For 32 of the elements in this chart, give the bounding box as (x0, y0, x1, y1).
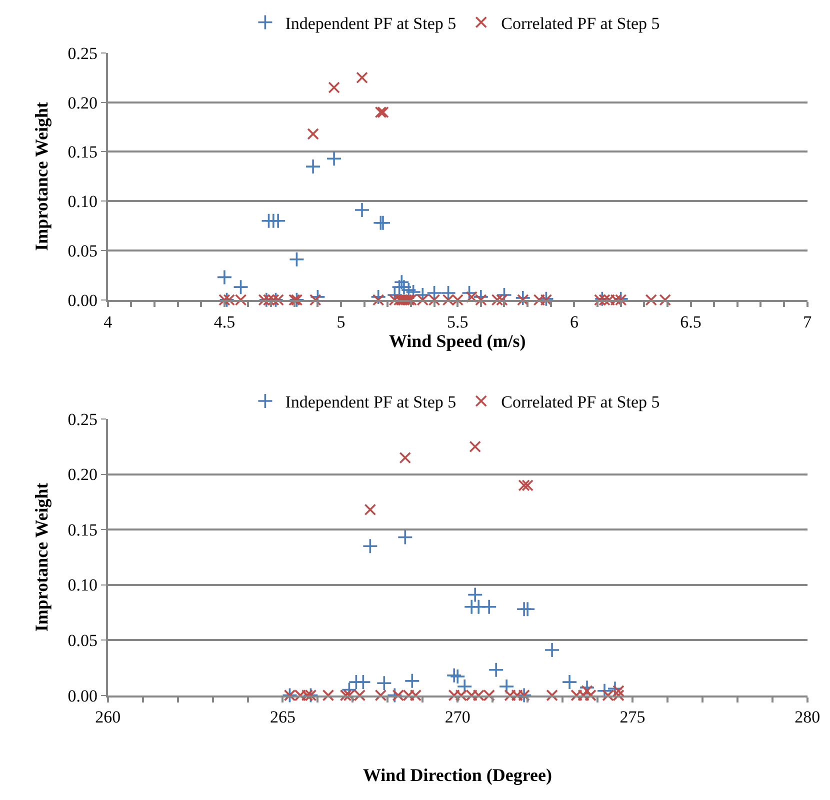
x-tick-label: 5.5 (446, 312, 468, 332)
y-tick-label: 0.10 (68, 576, 98, 595)
x-tick-label: 265 (270, 708, 296, 727)
y-tick-label: 0.20 (68, 465, 98, 484)
x-axis-title: Wind Speed (m/s) (389, 331, 526, 351)
y-axis-title: Improtance Weight (31, 482, 52, 632)
x-axis-title: Wind Direction (Degree) (363, 765, 552, 785)
x-tick-label: 4 (104, 312, 113, 332)
y-tick-label: 0.05 (68, 241, 98, 260)
y-tick-label: 0.05 (68, 630, 98, 650)
y-tick-label: 0.25 (68, 44, 98, 63)
x-tick-label: 4.5 (214, 312, 236, 332)
y-tick-label: 0.25 (68, 410, 98, 429)
x-tick-label: 275 (620, 708, 646, 727)
legend-label: Independent PF at Step 5 (285, 392, 456, 412)
legend-label: Independent PF at Step 5 (285, 14, 456, 33)
x-tick-label: 270 (444, 708, 470, 727)
x-tick-label: 5 (336, 312, 346, 332)
y-tick-label: 0.15 (68, 520, 98, 540)
legend-label: Correlated PF at Step 5 (501, 392, 660, 412)
y-tick-label: 0.10 (68, 192, 98, 212)
x-tick-label: 7 (803, 312, 812, 332)
y-tick-label: 0.00 (68, 290, 98, 310)
x-tick-label: 6.5 (680, 312, 702, 332)
y-axis-title: Improtance Weight (31, 102, 52, 251)
legend-label: Correlated PF at Step 5 (501, 14, 660, 33)
x-tick-label: 6 (570, 312, 578, 332)
x-tick-label: 260 (95, 708, 121, 727)
y-tick-label: 0.20 (68, 93, 98, 112)
y-tick-label: 0.00 (68, 686, 98, 706)
x-tick-label: 280 (794, 708, 820, 727)
y-tick-label: 0.15 (68, 142, 98, 162)
